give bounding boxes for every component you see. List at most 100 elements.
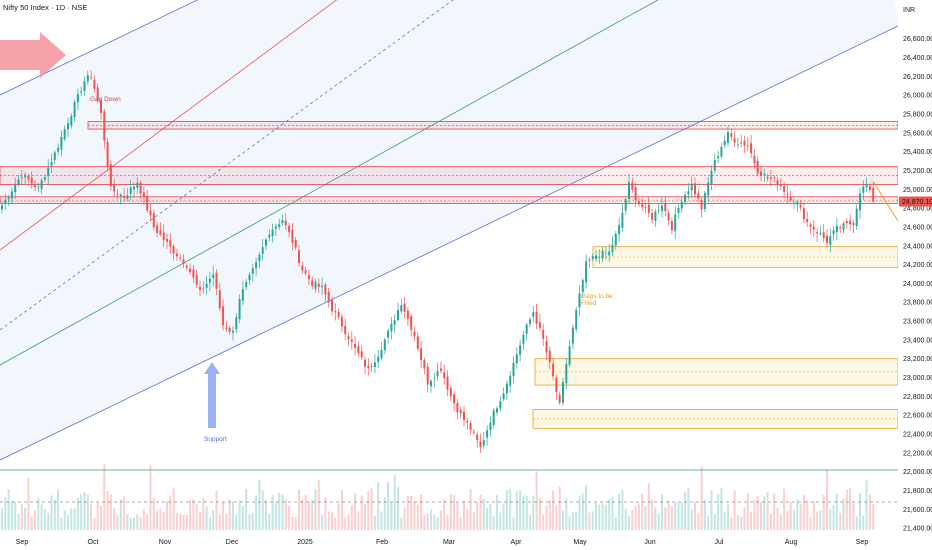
volume-bar	[357, 511, 360, 530]
volume-bar	[225, 513, 228, 530]
candle	[852, 222, 855, 225]
volume-bar	[769, 513, 772, 530]
volume-bar	[129, 517, 132, 530]
candle	[133, 186, 135, 190]
candle	[865, 184, 868, 188]
volume-bar	[344, 517, 347, 530]
candle	[595, 255, 597, 259]
volume-bar	[690, 509, 693, 530]
candle	[740, 142, 743, 144]
gap-zone	[532, 409, 899, 429]
volume-bar	[654, 507, 657, 530]
candle	[727, 132, 729, 143]
volume-bar	[750, 512, 753, 530]
volume-bar	[364, 503, 366, 530]
volume-bar	[611, 497, 614, 530]
y-tick-label: 22,200.00	[903, 450, 932, 457]
volume-bar	[228, 499, 231, 530]
volume-bar	[789, 501, 792, 530]
volume-bar	[152, 497, 155, 530]
volume-bar	[740, 516, 743, 530]
volume-bar	[218, 514, 221, 530]
candle	[185, 265, 188, 268]
volume-bar	[746, 493, 749, 530]
x-tick-label: Mar	[443, 539, 456, 546]
volume-bar	[614, 517, 617, 530]
candle	[208, 278, 211, 283]
candle	[796, 201, 799, 205]
volume-bar	[406, 495, 409, 530]
candle	[294, 239, 297, 248]
candle	[387, 330, 390, 338]
volume-bar	[700, 466, 703, 530]
volume-bar	[248, 514, 251, 530]
candle	[126, 195, 129, 199]
candle	[641, 204, 644, 208]
volume-bar	[380, 511, 383, 530]
candle	[529, 319, 531, 324]
candle	[753, 155, 756, 164]
candle	[90, 76, 93, 78]
candle	[129, 187, 132, 194]
volume-bar	[558, 486, 561, 530]
candle	[136, 182, 139, 189]
volume-bar	[509, 488, 512, 530]
candle	[868, 185, 871, 190]
volume-bar	[519, 490, 522, 530]
volume-bar	[479, 495, 482, 530]
volume-bar	[265, 500, 267, 530]
volume-bar	[268, 513, 271, 530]
volume-bar	[354, 493, 357, 530]
y-tick-label: 26,000.00	[903, 93, 932, 100]
x-tick-label: Aug	[785, 539, 798, 546]
candle	[24, 174, 27, 178]
volume-bar	[410, 495, 413, 530]
candle	[317, 283, 320, 287]
volume-bar	[476, 502, 479, 530]
volume-bar	[552, 490, 555, 530]
candle	[522, 334, 525, 344]
volume-bar	[779, 514, 782, 530]
volume-bar	[446, 514, 449, 530]
volume-bar	[367, 491, 370, 530]
volume-bar	[657, 513, 660, 530]
x-tick-label: Sep	[856, 539, 869, 546]
channel-fill	[0, 0, 900, 460]
candle	[637, 201, 640, 205]
channel-layer	[0, 0, 901, 503]
volume-bar	[694, 501, 696, 530]
volume-bar	[463, 500, 465, 530]
candle	[360, 351, 363, 358]
volume-bar	[106, 490, 109, 530]
candle	[301, 265, 304, 271]
candle	[73, 102, 76, 117]
y-tick-label: 22,800.00	[903, 394, 932, 401]
candle	[179, 257, 182, 259]
last-price-tag	[899, 196, 932, 207]
candle	[60, 136, 63, 150]
volume-bar	[139, 517, 142, 530]
volume-bar	[588, 512, 591, 530]
volume-bar	[555, 505, 558, 530]
volume-bar	[271, 494, 274, 530]
volume-bar	[4, 496, 7, 530]
candle	[604, 252, 607, 254]
candle	[776, 180, 779, 185]
candle	[202, 288, 205, 290]
candle	[502, 393, 505, 400]
candle	[677, 208, 680, 213]
candle	[713, 160, 716, 171]
candle	[736, 144, 739, 146]
volume-bar	[232, 501, 234, 530]
candle	[430, 380, 432, 387]
candle	[793, 202, 795, 204]
candle	[10, 191, 13, 199]
candle	[611, 244, 614, 253]
candle	[139, 182, 142, 194]
candle	[271, 229, 274, 236]
candle	[311, 280, 314, 287]
volume-bar	[83, 492, 86, 530]
candle	[175, 253, 178, 257]
